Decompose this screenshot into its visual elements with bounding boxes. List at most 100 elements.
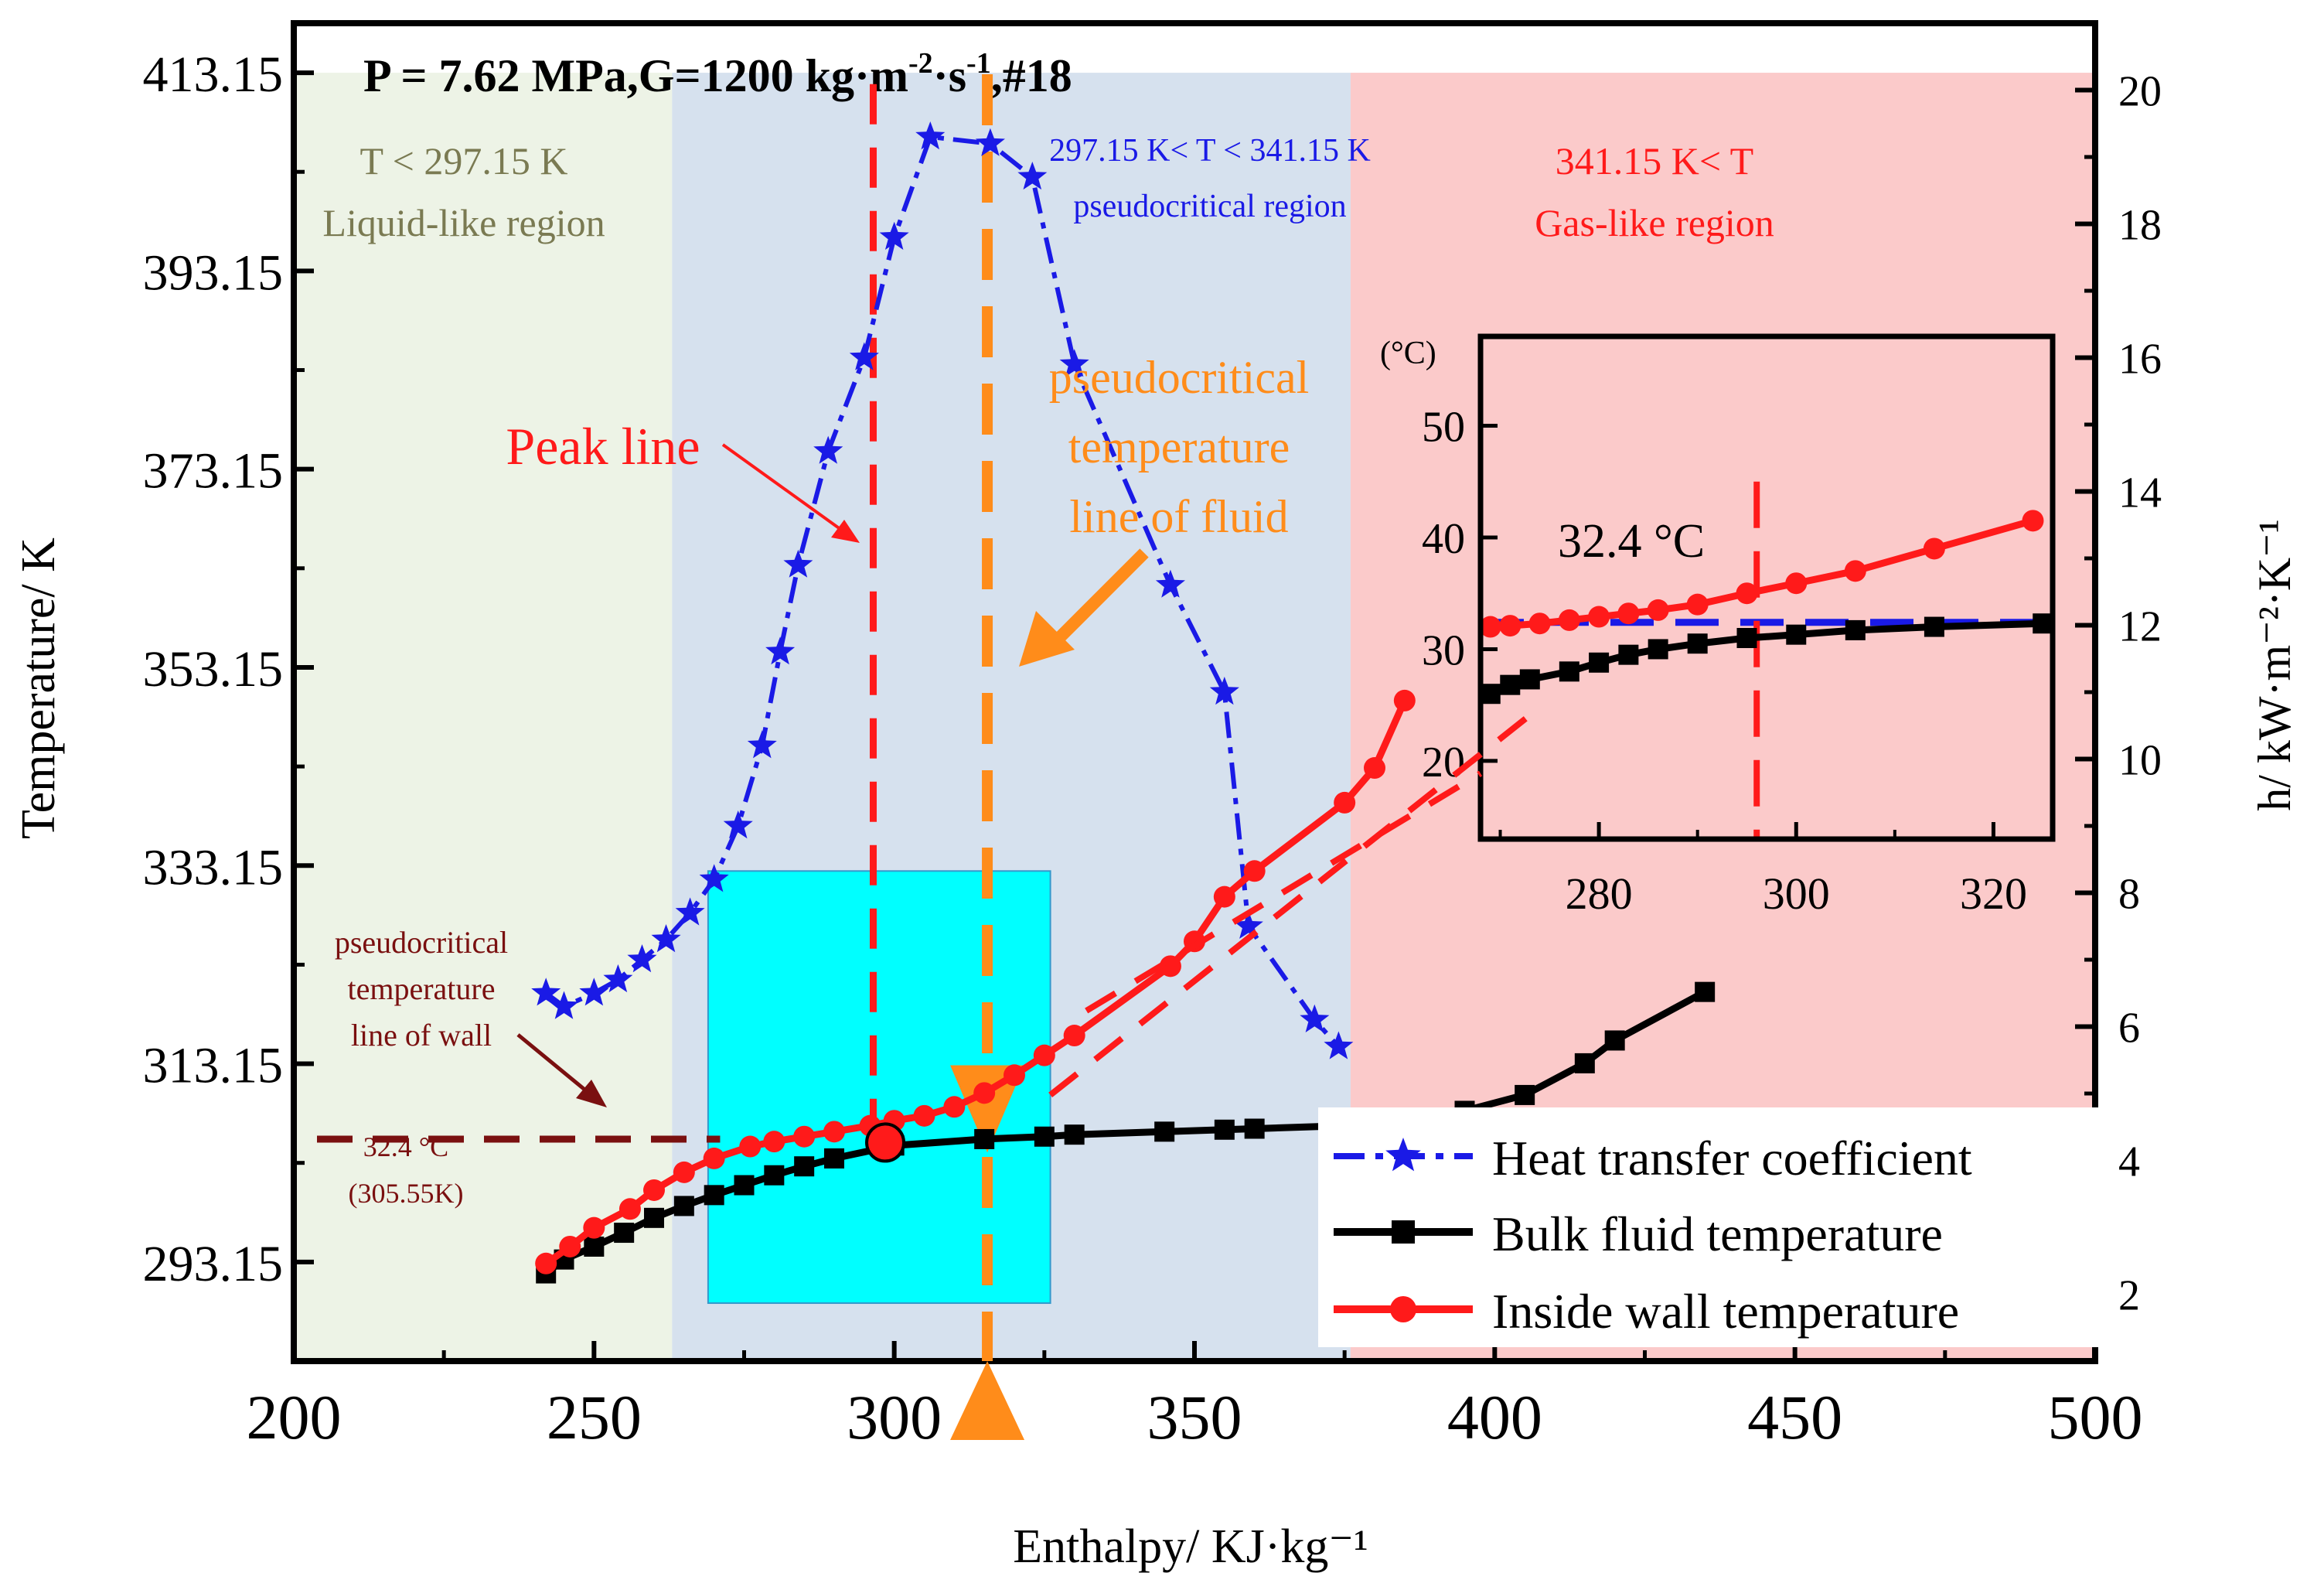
inset-wall-point — [1588, 606, 1610, 628]
inset-bulk-point — [1589, 652, 1610, 673]
y-right-tick-label: 14 — [2118, 469, 2162, 517]
inset-y-tick-label: 20 — [1422, 739, 1465, 786]
pc-fluid-label-line1: pseudocritical — [1049, 352, 1310, 403]
hcoef-point — [1300, 1004, 1330, 1032]
pc-wall-value-label: 32.4 °C — [363, 1131, 448, 1162]
title-main: P = 7.62 MPa,G=1200 kg·m — [363, 50, 908, 101]
inset-wall-point — [1844, 560, 1866, 582]
hcoef-point — [1059, 349, 1089, 377]
y-right-tick-label: 10 — [2118, 737, 2162, 785]
y-right-tick-label: 20 — [2118, 68, 2162, 116]
inset-wall-point — [1617, 602, 1640, 625]
wall-temp-point — [1063, 1025, 1085, 1047]
y-right-axis-title: h/ kW·m⁻²·K⁻¹ — [2249, 519, 2300, 811]
pc-fluid-label-line3: line of fluid — [1069, 491, 1288, 542]
y-left-tick-label: 313.15 — [143, 1038, 284, 1094]
wall-temp-point — [535, 1252, 557, 1274]
wall-temp-point — [703, 1147, 725, 1169]
wall-temp-point — [618, 1198, 641, 1220]
inset-bulk-point — [1786, 624, 1807, 645]
x-tick-label: 300 — [847, 1382, 942, 1452]
legend-label: Inside wall temperature — [1492, 1284, 1959, 1339]
peak-line-label: Peak line — [506, 417, 700, 476]
hcoef-point — [579, 978, 609, 1006]
inset-bulk-point — [1559, 661, 1579, 682]
inset-bulk-point — [1481, 684, 1501, 705]
hcoef-point — [879, 221, 909, 250]
inset-unit-label: (°C) — [1380, 336, 1436, 371]
zoom-guide-lower — [1085, 770, 1483, 1014]
inset-wall-point — [1558, 609, 1580, 631]
legend-label: Bulk fluid temperature — [1492, 1206, 1943, 1261]
inset-pc-annotation: 32.4 °C — [1558, 515, 1705, 568]
y-right-tick-label: 16 — [2118, 336, 2162, 384]
y-right-tick-label: 4 — [2118, 1138, 2140, 1186]
wall-temp-point — [913, 1104, 935, 1127]
legend-star-marker — [1385, 1138, 1421, 1172]
x-axis-title: Enthalpy/ KJ·kg⁻¹ — [1013, 1520, 1368, 1573]
inset-bulk-point — [2033, 613, 2053, 634]
hcoef-point — [675, 897, 705, 926]
title-exponent-1: -2 — [908, 47, 933, 80]
x-tick-label: 400 — [1447, 1382, 1542, 1452]
wall-temp-point — [1159, 955, 1181, 978]
wall-temp-point — [1004, 1064, 1025, 1087]
bulk-temp-point — [704, 1185, 724, 1206]
pc-wall-intersection-point — [865, 1122, 906, 1163]
y-left-tick-label: 293.15 — [143, 1236, 284, 1292]
hcoef-point — [531, 978, 561, 1006]
x-tick-label: 500 — [2048, 1382, 2143, 1452]
hcoef-point — [627, 944, 657, 973]
pc-wall-arrow — [516, 1033, 589, 1094]
inset-x-tick-label: 300 — [1763, 868, 1830, 919]
inset-bulk-point — [1519, 669, 1540, 690]
wall-temp-point — [643, 1179, 665, 1201]
bulk-temp-point — [1034, 1126, 1055, 1147]
data-series — [531, 121, 1716, 1284]
y-right-tick-label: 8 — [2118, 871, 2140, 919]
pc-wall-arrowhead — [576, 1080, 607, 1107]
inset-wall-point — [1923, 537, 1945, 560]
pc-fluid-arrowhead — [1019, 611, 1075, 667]
y-left-tick-label: 393.15 — [143, 244, 284, 301]
y-left-tick-label: 413.15 — [143, 46, 284, 103]
inset-wall-point — [1686, 593, 1709, 616]
y-left-tick-label: 353.15 — [143, 641, 284, 698]
inset-x-tick-label: 320 — [1960, 868, 2027, 919]
wall-temp-point — [1213, 885, 1235, 908]
bulk-temp-point — [824, 1148, 844, 1169]
chart-title: P = 7.62 MPa,G=1200 kg·m-2·s-1,#18 — [363, 47, 1072, 101]
inset-bulk-point — [1924, 616, 1944, 637]
x-tick-label: 350 — [1147, 1382, 1242, 1452]
y-left-axis-title: Temperature/ K — [12, 537, 65, 839]
pseudocritical-region-temp-label: 297.15 K< T < 341.15 K — [1049, 133, 1371, 169]
wall-temp-point — [943, 1096, 966, 1118]
reference-lines — [317, 73, 1025, 1361]
bulk-temp-point — [1695, 981, 1716, 1002]
pc-wall-label-line1: pseudocritical — [335, 925, 508, 960]
y-right-tick-label: 6 — [2118, 1005, 2140, 1053]
pc-wall-label-line2: temperature — [348, 971, 496, 1006]
inset-y-tick-label: 50 — [1422, 404, 1465, 452]
hcoef-point — [651, 924, 681, 953]
peak-line-arrowhead — [831, 520, 860, 543]
bulk-temp-point — [1244, 1118, 1265, 1139]
hcoef-point — [603, 964, 633, 993]
wall-temp-point — [1243, 860, 1266, 882]
title-mid: ·s — [933, 50, 966, 101]
wall-temp-point — [823, 1121, 845, 1143]
inset-wall-point — [1736, 582, 1758, 605]
pc-wall-kelvin-label: (305.55K) — [349, 1178, 464, 1209]
bulk-temp-point — [734, 1175, 755, 1196]
title-end: ,#18 — [991, 50, 1072, 101]
hcoef-point — [1017, 162, 1048, 190]
bulk-temp-point — [974, 1128, 995, 1149]
inset-bulk-point — [1618, 644, 1639, 665]
inset-x-tick-label: 280 — [1566, 868, 1633, 919]
inset-wall-point — [1785, 572, 1808, 595]
bulk-temp-point — [673, 1196, 694, 1216]
y-right-tick-label: 12 — [2118, 603, 2162, 651]
inset-bulk-point — [1500, 674, 1521, 695]
pc-wall-label-line3: line of wall — [351, 1018, 492, 1053]
